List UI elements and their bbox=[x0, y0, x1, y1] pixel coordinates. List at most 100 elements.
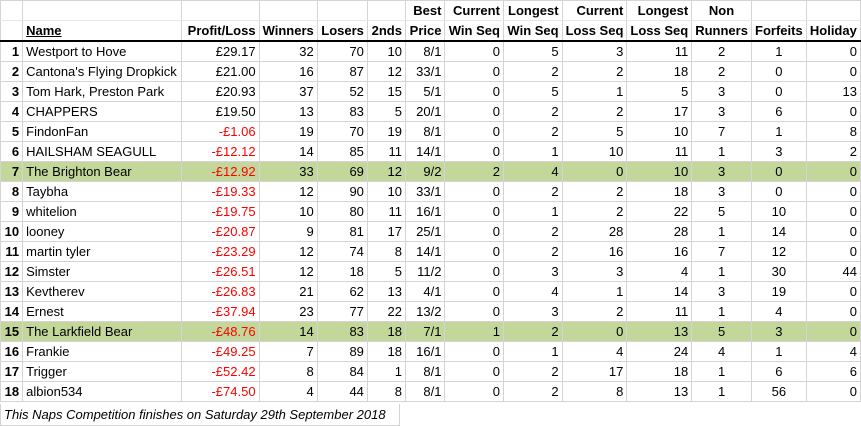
best-price-cell: 13/2 bbox=[404, 301, 446, 322]
seconds-cell: 8 bbox=[366, 381, 406, 402]
forfeits-cell: 1 bbox=[750, 341, 807, 362]
player-name-cell: Tom Hark, Preston Park bbox=[22, 81, 182, 102]
holiday-cell: 0 bbox=[805, 241, 861, 262]
seconds-cell: 18 bbox=[366, 321, 406, 342]
current-win-seq-cell: 1 bbox=[444, 321, 504, 342]
profit-loss-cell: -£1.06 bbox=[180, 121, 260, 142]
header-holiday: Holiday bbox=[805, 20, 861, 42]
longest-loss-seq-cell: 11 bbox=[626, 301, 693, 322]
holiday-cell: 0 bbox=[805, 40, 861, 62]
profit-loss-cell: -£49.25 bbox=[180, 341, 260, 362]
seconds-cell: 18 bbox=[366, 341, 406, 362]
current-win-seq-cell: 0 bbox=[444, 301, 504, 322]
current-loss-seq-cell: 2 bbox=[561, 101, 628, 122]
table-row: 6 HAILSHAM SEAGULL -£12.12 14 85 11 14/1 0 1 10 11… bbox=[0, 141, 861, 162]
profit-loss-cell: £20.93 bbox=[180, 81, 260, 102]
holiday-cell: 0 bbox=[805, 201, 861, 222]
profit-loss-cell: -£26.83 bbox=[180, 281, 260, 302]
winners-cell: 12 bbox=[258, 241, 318, 262]
best-price-cell: 33/1 bbox=[404, 61, 446, 82]
longest-win-seq-cell: 1 bbox=[502, 341, 563, 362]
header-row-2: Name Profit/Loss Winners Losers 2nds Pri… bbox=[0, 20, 861, 42]
non-runners-cell: 2 bbox=[691, 61, 752, 82]
row-index-cell: 16 bbox=[0, 341, 24, 362]
non-runners-cell: 4 bbox=[691, 341, 752, 362]
longest-win-seq-cell: 2 bbox=[502, 61, 563, 82]
best-price-cell: 16/1 bbox=[404, 341, 446, 362]
profit-loss-cell: -£19.75 bbox=[180, 201, 260, 222]
longest-win-seq-cell: 2 bbox=[502, 121, 563, 142]
winners-cell: 33 bbox=[258, 161, 318, 182]
losers-cell: 89 bbox=[316, 341, 368, 362]
current-win-seq-cell: 0 bbox=[444, 121, 504, 142]
best-price-cell: 7/1 bbox=[404, 321, 446, 342]
best-price-cell: 8/1 bbox=[404, 381, 446, 402]
table-row: 10 looney -£20.87 9 81 17 25/1 0 2 28 28 1 14 0 bbox=[0, 221, 861, 242]
forfeits-cell: 30 bbox=[750, 261, 807, 282]
current-win-seq-cell: 0 bbox=[444, 181, 504, 202]
non-runners-cell: 3 bbox=[691, 181, 752, 202]
row-index-cell: 17 bbox=[0, 361, 24, 382]
holiday-cell: 0 bbox=[805, 301, 861, 322]
row-index-cell: 3 bbox=[0, 81, 24, 102]
current-win-seq-cell: 0 bbox=[444, 341, 504, 362]
player-name-cell: albion534 bbox=[22, 381, 182, 402]
current-win-seq-cell: 0 bbox=[444, 201, 504, 222]
best-price-cell: 20/1 bbox=[404, 101, 446, 122]
longest-win-seq-cell: 4 bbox=[502, 161, 563, 182]
row-index-cell: 6 bbox=[0, 141, 24, 162]
seconds-cell: 22 bbox=[366, 301, 406, 322]
non-runners-cell: 2 bbox=[691, 40, 752, 62]
table-row: 7 The Brighton Bear -£12.92 33 69 12 9/2 2 4 0 10 3… bbox=[0, 161, 861, 182]
forfeits-cell: 6 bbox=[750, 361, 807, 382]
table-row: 11 martin tyler -£23.29 12 74 8 14/1 0 2 16 16 7 12 0 bbox=[0, 241, 861, 262]
winners-cell: 23 bbox=[258, 301, 318, 322]
winners-cell: 4 bbox=[258, 381, 318, 402]
forfeits-cell: 0 bbox=[750, 61, 807, 82]
holiday-cell: 4 bbox=[805, 341, 861, 362]
player-name-cell: Simster bbox=[22, 261, 182, 282]
longest-win-seq-cell: 1 bbox=[502, 201, 563, 222]
row-index-cell: 18 bbox=[0, 381, 24, 402]
forfeits-cell: 19 bbox=[750, 281, 807, 302]
longest-loss-seq-cell: 13 bbox=[626, 381, 693, 402]
forfeits-cell: 14 bbox=[750, 221, 807, 242]
player-name-cell: The Brighton Bear bbox=[22, 161, 182, 182]
forfeits-cell: 3 bbox=[750, 321, 807, 342]
profit-loss-cell: -£12.12 bbox=[180, 141, 260, 162]
player-name-cell: martin tyler bbox=[22, 241, 182, 262]
losers-cell: 77 bbox=[316, 301, 368, 322]
header-cell bbox=[180, 0, 260, 21]
longest-win-seq-cell: 5 bbox=[502, 81, 563, 102]
non-runners-cell: 1 bbox=[691, 381, 752, 402]
table-row: 14 Ernest -£37.94 23 77 22 13/2 0 3 2 11 1 4 0 bbox=[0, 301, 861, 322]
winners-cell: 14 bbox=[258, 141, 318, 162]
header-current-loss: Current bbox=[561, 0, 628, 21]
best-price-cell: 14/1 bbox=[404, 241, 446, 262]
current-loss-seq-cell: 3 bbox=[561, 40, 628, 62]
table-row: 12 Simster -£26.51 12 18 5 11/2 0 3 3 4 1 30 44 bbox=[0, 261, 861, 282]
winners-cell: 12 bbox=[258, 181, 318, 202]
header-longest-win-seq: Win Seq bbox=[502, 20, 563, 42]
profit-loss-cell: -£48.76 bbox=[180, 321, 260, 342]
longest-loss-seq-cell: 18 bbox=[626, 361, 693, 382]
header-row-1: Best Current Longest Current Longest Non bbox=[0, 0, 861, 21]
row-index-cell: 12 bbox=[0, 261, 24, 282]
header-cell bbox=[366, 0, 406, 21]
table-row: 2 Cantona's Flying Dropkick £21.00 16 87 12 33… bbox=[0, 61, 861, 82]
longest-loss-seq-cell: 13 bbox=[626, 321, 693, 342]
forfeits-cell: 4 bbox=[750, 301, 807, 322]
best-price-cell: 9/2 bbox=[404, 161, 446, 182]
header-non: Non bbox=[691, 0, 752, 21]
current-loss-seq-cell: 17 bbox=[561, 361, 628, 382]
best-price-cell: 25/1 bbox=[404, 221, 446, 242]
current-loss-seq-cell: 2 bbox=[561, 61, 628, 82]
winners-cell: 37 bbox=[258, 81, 318, 102]
longest-loss-seq-cell: 5 bbox=[626, 81, 693, 102]
profit-loss-cell: -£74.50 bbox=[180, 381, 260, 402]
best-price-cell: 14/1 bbox=[404, 141, 446, 162]
current-win-seq-cell: 0 bbox=[444, 221, 504, 242]
winners-cell: 10 bbox=[258, 201, 318, 222]
table-row: 8 Taybha -£19.33 12 90 10 33/1 0 2 2 18 3 0 0 bbox=[0, 181, 861, 202]
